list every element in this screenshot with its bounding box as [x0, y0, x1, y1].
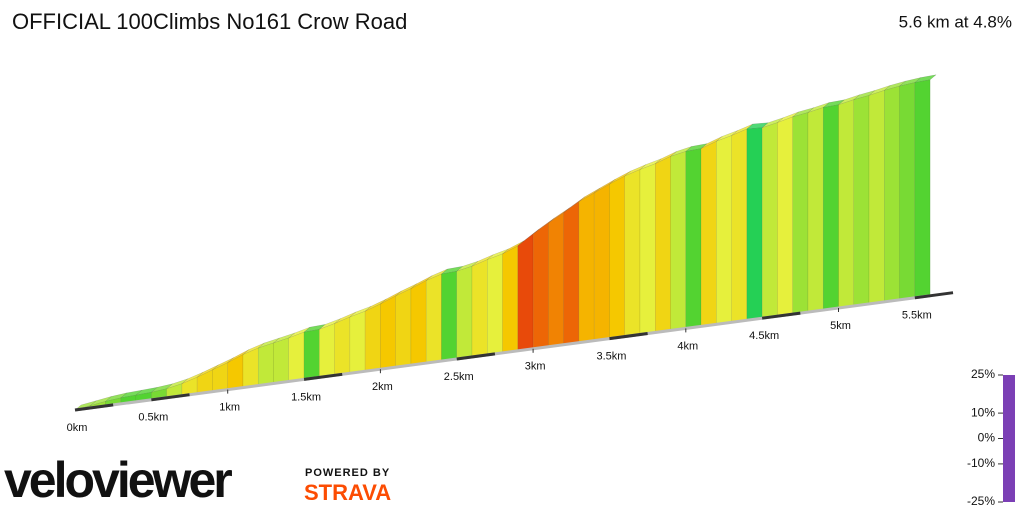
x-tick-label: 2km — [372, 381, 393, 393]
gradient-segment — [655, 156, 671, 333]
gradient-segment — [853, 95, 870, 307]
x-tick-label: 2.5km — [444, 371, 474, 383]
gradient-segment — [364, 303, 381, 372]
x-tick-label: 3km — [525, 361, 546, 373]
tick-mark — [151, 393, 190, 402]
tick-mark — [609, 332, 648, 341]
legend-label: -25% — [967, 494, 995, 508]
gradient-segment — [257, 342, 274, 386]
x-tick-label: 1km — [219, 402, 240, 414]
gradient-segment — [334, 316, 351, 376]
strava: STRAVA — [304, 480, 391, 505]
x-tick-label: 0km — [67, 422, 88, 434]
gradient-segment — [868, 90, 885, 305]
tick-mark — [303, 372, 343, 381]
x-tick-label: 5.5km — [902, 310, 932, 322]
gradient-segment — [196, 369, 213, 394]
x-tick-label: 1.5km — [291, 391, 321, 403]
gradient-segment — [349, 310, 366, 374]
gradient-segment — [884, 85, 900, 303]
x-tick-label: 3.5km — [596, 351, 626, 363]
legend-label: 0% — [978, 431, 996, 445]
gradient-segment — [425, 273, 442, 364]
x-tick-label: 4km — [677, 340, 698, 352]
gradient-segment — [609, 175, 625, 339]
gradient-segment — [319, 323, 335, 378]
gradient-segment — [624, 169, 641, 337]
gradient-segment — [593, 183, 610, 341]
gradient-segment — [410, 280, 427, 366]
gradient-segment — [517, 233, 534, 352]
x-tick-label: 5km — [830, 320, 851, 332]
gradient-segment — [639, 163, 656, 335]
gradient-segment — [914, 79, 931, 299]
gradient-segment — [670, 151, 687, 331]
tick-mark — [456, 352, 496, 361]
gradient-segment — [700, 140, 717, 327]
gradient-segment — [242, 347, 259, 388]
gradient-segment — [273, 337, 290, 384]
gradient-segment — [563, 201, 580, 346]
legend-label: 25% — [971, 367, 995, 381]
gradient-segment — [777, 116, 793, 317]
x-tick-label: 0.5km — [138, 412, 168, 424]
logo: veloviewer — [4, 452, 232, 508]
gradient-segment — [822, 104, 839, 311]
legend-label: -10% — [967, 456, 995, 470]
gradient-segment — [746, 127, 763, 321]
gradient-segment — [441, 270, 457, 362]
tick-mark — [914, 291, 954, 300]
gradient-segment — [761, 122, 778, 319]
gradient-segment — [716, 135, 732, 325]
tick-mark — [74, 403, 114, 412]
tick-mark — [761, 311, 801, 320]
legend-bar — [1003, 375, 1015, 502]
gradient-segment — [578, 192, 595, 343]
gradient-segment — [395, 288, 412, 368]
legend-label: 10% — [971, 405, 995, 419]
gradient-segment — [487, 253, 503, 356]
gradient-segment — [548, 212, 564, 348]
gradient-segment — [456, 265, 473, 360]
gradient-segment — [303, 329, 320, 380]
summary: 5.6 km at 4.8% — [899, 12, 1012, 31]
gradient-segment — [471, 259, 488, 358]
gradient-segment — [807, 107, 824, 313]
gradient-segment — [838, 99, 855, 309]
gradient-segment — [792, 112, 809, 315]
gradient-segment — [288, 331, 305, 382]
powered-by: POWERED BY — [305, 467, 390, 479]
gradient-segment — [532, 222, 549, 350]
top-face — [913, 74, 938, 83]
x-tick-label: 4.5km — [749, 330, 779, 342]
gradient-segment — [685, 148, 702, 329]
gradient-segment — [899, 82, 916, 301]
gradient-segment — [380, 295, 396, 370]
gradient-segment — [502, 245, 519, 354]
chart-title: OFFICIAL 100Climbs No161 Crow Road — [12, 9, 407, 34]
gradient-segment — [731, 128, 748, 323]
